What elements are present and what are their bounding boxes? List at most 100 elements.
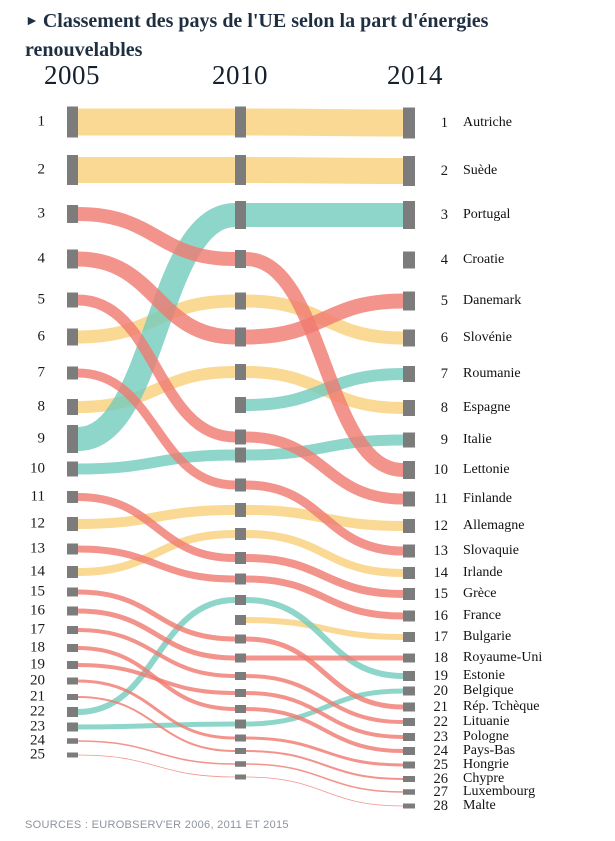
- country-label-slov-nie: Slovénie: [463, 330, 512, 345]
- node-2005-rank-5: [67, 292, 78, 308]
- node-2005-rank-13: [67, 543, 78, 555]
- chart-title-text: Classement des pays de l'UE selon la par…: [25, 10, 489, 61]
- node-2010-rank-20: [235, 672, 246, 680]
- node-2014-rank-8: [403, 400, 415, 416]
- rank-label-2014-27: 27: [433, 783, 449, 800]
- node-2010-rank-23: [235, 719, 246, 729]
- ribbon-2010-2014-su-de: [245, 157, 404, 184]
- node-2005-rank-25: [67, 752, 78, 758]
- country-label-pays-bas: Pays-Bas: [463, 743, 516, 758]
- node-2010-rank-13: [235, 528, 246, 540]
- country-label-gr-ce: Grèce: [463, 586, 497, 601]
- chart-title: ► Classement des pays de l'UE selon la pa…: [25, 8, 600, 64]
- node-2010-rank-8: [235, 397, 246, 413]
- node-2005-rank-22: [67, 707, 78, 717]
- rank-label-2005-21: 21: [30, 688, 45, 705]
- node-2010-rank-1: [235, 106, 246, 138]
- node-2014-rank-25: [403, 761, 415, 769]
- ribbon-2005-2010-finlande: [77, 294, 236, 443]
- ribbon-2010-2014-finlande: [245, 431, 404, 505]
- node-2005-rank-12: [67, 517, 78, 531]
- node-2014-rank-6: [403, 329, 415, 347]
- rank-label-2005-9: 9: [37, 430, 46, 447]
- node-2014-rank-1: [403, 107, 415, 139]
- ribbon-2010-2014-luxembourg: [245, 763, 404, 793]
- node-2005-rank-8: [67, 399, 78, 415]
- node-2014-rank-21: [403, 702, 415, 712]
- node-2010-rank-5: [235, 292, 246, 310]
- node-2005-rank-23: [67, 722, 78, 732]
- node-2005-rank-9: [67, 425, 78, 453]
- ribbon-2010-2014-lituanie: [245, 674, 404, 724]
- country-label-irlande: Irlande: [463, 565, 503, 580]
- node-2010-rank-18: [235, 634, 246, 644]
- rank-label-2005-10: 10: [30, 460, 45, 477]
- country-label-belgique: Belgique: [463, 683, 514, 698]
- country-label-royaume-uni: Royaume-Uni: [463, 650, 543, 665]
- ribbon-2005-2010-portugal: [76, 203, 237, 451]
- bullet-arrow-icon: ►: [25, 14, 39, 29]
- node-2014-rank-5: [403, 291, 415, 311]
- node-2005-rank-14: [67, 566, 78, 578]
- node-2010-rank-25: [235, 748, 246, 754]
- ribbon-2010-2014-pays-bas: [245, 707, 404, 753]
- rank-label-2005-2: 2: [37, 161, 46, 178]
- rank-label-2014-18: 18: [433, 649, 449, 666]
- node-2010-rank-26: [235, 761, 246, 767]
- country-label-france: France: [463, 608, 502, 623]
- node-2005-rank-10: [67, 461, 78, 477]
- country-label-lettonie: Lettonie: [463, 462, 510, 477]
- node-2014-rank-27: [403, 789, 415, 795]
- ribbon-2005-2010-danemark: [77, 251, 236, 345]
- rank-label-2014-11: 11: [434, 490, 448, 507]
- country-label-estonie: Estonie: [463, 668, 505, 683]
- node-2014-rank-19: [403, 671, 415, 681]
- rank-label-2005-3: 3: [37, 205, 46, 222]
- country-label-r-p-tch-que: Rép. Tchèque: [463, 699, 540, 714]
- rank-label-2014-9: 9: [440, 431, 448, 448]
- node-2014-rank-11: [403, 491, 415, 507]
- ribbon-2005-2010-lettonie: [77, 207, 236, 266]
- node-2005-rank-4: [67, 249, 78, 269]
- country-label-hongrie: Hongrie: [463, 757, 509, 772]
- year-label-2010: 2010: [212, 60, 268, 90]
- node-2010-rank-19: [235, 653, 246, 663]
- rank-label-2005-12: 12: [30, 515, 45, 532]
- ribbon-2005-2010-belgique: [77, 721, 236, 730]
- ribbon-2010-2014-chypre: [245, 750, 404, 780]
- rank-label-2014-25: 25: [433, 756, 449, 773]
- rank-label-2005-13: 13: [30, 540, 45, 557]
- ribbon-2005-2010-luxembourg: [77, 740, 236, 765]
- rank-label-2014-20: 20: [433, 682, 449, 699]
- node-2010-rank-11: [235, 478, 246, 492]
- node-2005-rank-18: [67, 644, 78, 652]
- rank-label-2014-13: 13: [433, 542, 449, 559]
- node-2010-rank-2: [235, 155, 246, 185]
- rank-label-2014-22: 22: [433, 713, 449, 730]
- node-2014-rank-3: [403, 201, 415, 229]
- ribbon-2010-2014-hongrie: [245, 736, 404, 767]
- ribbon-2005-2010-lituanie: [77, 628, 236, 678]
- node-2010-rank-17: [235, 615, 246, 625]
- country-label-pologne: Pologne: [463, 729, 509, 744]
- country-label-italie: Italie: [463, 432, 492, 447]
- rank-label-2014-28: 28: [433, 797, 449, 814]
- rank-label-2005-19: 19: [30, 656, 45, 673]
- node-2010-rank-24: [235, 734, 246, 742]
- ribbon-2010-2014-estonie: [245, 597, 404, 679]
- rank-label-2014-19: 19: [433, 667, 449, 684]
- node-2010-rank-6: [235, 327, 246, 347]
- ribbon-2005-2010-gr-ce: [77, 493, 236, 562]
- rank-label-2014-1: 1: [440, 114, 448, 131]
- ribbon-2010-2014-belgique: [245, 688, 404, 727]
- node-2010-rank-4: [235, 250, 246, 268]
- node-2010-rank-21: [235, 689, 246, 697]
- ribbon-2005-2010-royaume-uni: [77, 608, 236, 661]
- ribbon-2010-2014-bulgarie: [245, 617, 404, 640]
- ribbon-2010-2014-lettonie: [245, 252, 404, 477]
- node-2014-rank-28: [403, 803, 415, 809]
- node-2014-rank-2: [403, 156, 415, 186]
- rank-label-2005-1: 1: [37, 113, 46, 130]
